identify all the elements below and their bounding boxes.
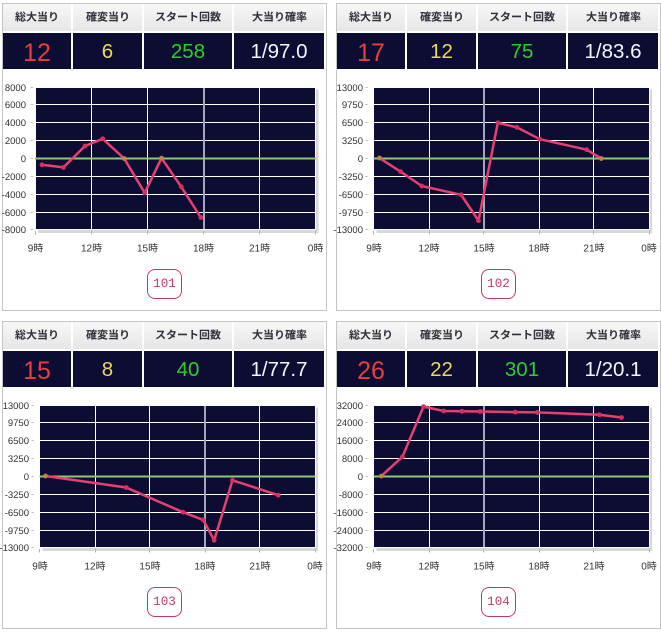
svg-text:0: 0 xyxy=(358,472,363,483)
svg-text:18: 18 xyxy=(528,244,540,255)
svg-text:9750: 9750 xyxy=(8,418,29,429)
svg-text:18: 18 xyxy=(193,244,205,255)
svg-text:18: 18 xyxy=(194,562,206,573)
svg-text:13000: 13000 xyxy=(337,83,363,94)
svg-text:9750: 9750 xyxy=(342,100,363,111)
svg-text:-13000: -13000 xyxy=(0,543,29,554)
svg-text:-2000: -2000 xyxy=(2,172,26,183)
svg-text:6000: 6000 xyxy=(5,100,26,111)
svg-text:-3250: -3250 xyxy=(5,490,29,501)
svg-text:-6000: -6000 xyxy=(2,208,26,219)
svg-text:13000: 13000 xyxy=(3,401,29,412)
svg-text:12: 12 xyxy=(84,562,96,573)
svg-text:0: 0 xyxy=(24,472,29,483)
svg-text:21: 21 xyxy=(583,562,595,573)
svg-text:32000: 32000 xyxy=(337,401,363,412)
svg-text:-8000: -8000 xyxy=(339,490,363,501)
svg-text:0: 0 xyxy=(641,562,647,573)
svg-text:-16000: -16000 xyxy=(333,508,363,519)
svg-text:15: 15 xyxy=(137,244,149,255)
svg-text:3250: 3250 xyxy=(8,454,29,465)
svg-text:15: 15 xyxy=(139,562,151,573)
svg-text:-8000: -8000 xyxy=(2,225,26,236)
svg-text:9: 9 xyxy=(366,562,372,573)
svg-text:16000: 16000 xyxy=(337,436,363,447)
svg-text:-9750: -9750 xyxy=(5,526,29,537)
svg-text:-3250: -3250 xyxy=(339,172,363,183)
svg-text:24000: 24000 xyxy=(337,418,363,429)
svg-text:21: 21 xyxy=(583,244,595,255)
svg-text:6500: 6500 xyxy=(8,436,29,447)
svg-text:0: 0 xyxy=(358,154,363,165)
svg-text:-6500: -6500 xyxy=(339,190,363,201)
svg-text:9: 9 xyxy=(28,244,34,255)
svg-text:15: 15 xyxy=(473,244,485,255)
svg-text:2000: 2000 xyxy=(5,136,26,147)
svg-text:9: 9 xyxy=(366,244,372,255)
svg-text:9: 9 xyxy=(32,562,38,573)
svg-text:4000: 4000 xyxy=(5,118,26,129)
svg-text:-6500: -6500 xyxy=(5,508,29,519)
svg-text:-9750: -9750 xyxy=(339,208,363,219)
svg-text:-32000: -32000 xyxy=(333,543,363,554)
svg-text:21: 21 xyxy=(249,244,261,255)
svg-text:8000: 8000 xyxy=(342,454,363,465)
svg-text:8000: 8000 xyxy=(5,83,26,94)
svg-text:3250: 3250 xyxy=(342,136,363,147)
svg-text:15: 15 xyxy=(473,562,485,573)
svg-text:-24000: -24000 xyxy=(333,526,363,537)
svg-text:0: 0 xyxy=(307,562,313,573)
svg-text:-13000: -13000 xyxy=(333,225,363,236)
svg-text:-4000: -4000 xyxy=(2,190,26,201)
svg-text:21: 21 xyxy=(249,562,261,573)
svg-text:0: 0 xyxy=(308,244,314,255)
svg-text:12: 12 xyxy=(418,244,430,255)
svg-text:12: 12 xyxy=(418,562,430,573)
svg-text:12: 12 xyxy=(81,244,93,255)
svg-text:0: 0 xyxy=(641,244,647,255)
svg-text:6500: 6500 xyxy=(342,118,363,129)
svg-text:0: 0 xyxy=(21,154,26,165)
svg-text:18: 18 xyxy=(528,562,540,573)
